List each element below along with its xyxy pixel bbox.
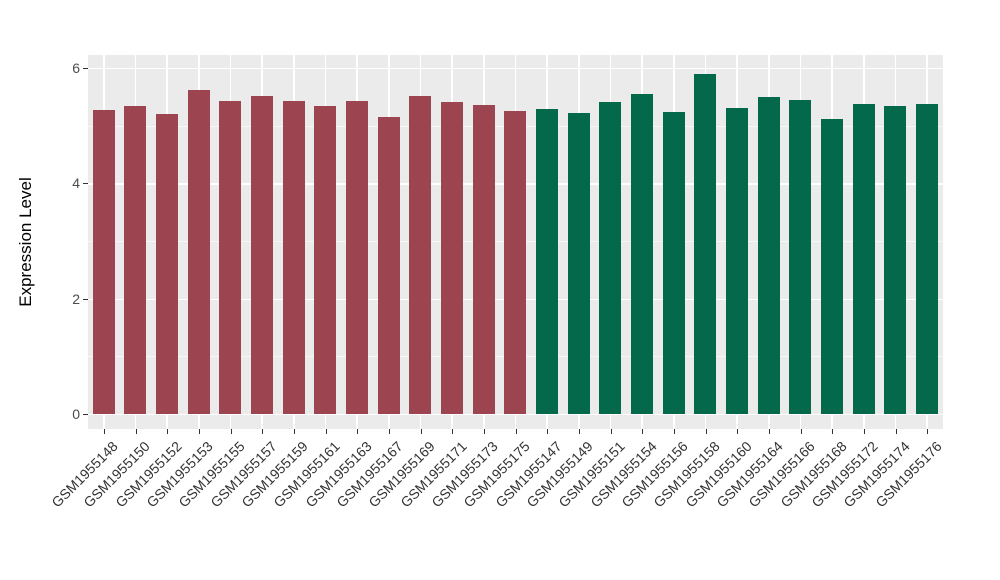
bar-slot [880,55,912,429]
x-tick [325,429,327,434]
x-tick [135,429,137,434]
bar-GSM1955164 [757,96,780,414]
bar-slot [436,55,468,429]
x-tick [705,429,707,434]
bar-GSM1955169 [409,95,432,414]
y-tick [83,183,88,185]
y-tick [83,67,88,69]
bar-GSM1955167 [377,116,400,414]
x-tick [103,429,106,434]
x-tick [610,429,612,434]
bar-slot [690,55,722,429]
x-tick [927,429,929,434]
y-tick-label: 6 [72,59,80,76]
y-tick-label: 4 [72,175,80,192]
x-tick [452,429,454,434]
bar-GSM1955159 [282,100,305,414]
bar-slot [658,55,690,429]
y-tick-label: 2 [72,290,80,307]
bar-slot [246,55,278,429]
bar-GSM1955166 [789,100,812,414]
bar-slot [911,55,943,429]
bar-slot [500,55,532,429]
bar-GSM1955154 [631,93,654,414]
bar-slot [341,55,373,429]
bar-GSM1955153 [187,89,210,414]
bar-slot [753,55,785,429]
x-tick [515,429,517,434]
y-tick [83,414,88,416]
bar-GSM1955160 [726,108,749,414]
bar-slot [468,55,500,429]
x-tick [863,429,866,434]
x-tick [578,429,581,434]
bar-slot [151,55,183,429]
bar-slot [88,55,120,429]
bar-GSM1955147 [536,108,559,414]
bar-slot [531,55,563,429]
x-tick [420,429,422,434]
x-tick [737,429,739,434]
bar-slot [563,55,595,429]
bar-GSM1955152 [156,113,179,414]
bar-GSM1955155 [219,100,242,414]
x-tick [293,429,296,434]
bar-slot [626,55,658,429]
bar-GSM1955174 [884,105,907,414]
y-tick-label: 0 [72,406,80,422]
x-tick [547,429,549,434]
x-tick [768,429,771,434]
bar-slot [405,55,437,429]
bar-GSM1955158 [694,74,717,414]
x-tick [642,429,644,434]
y-tick [83,298,88,300]
x-tick [230,429,232,434]
x-tick [167,429,169,434]
x-tick [357,429,359,434]
bar-GSM1955163 [346,100,369,414]
bar-GSM1955156 [662,111,685,414]
x-tick [895,429,897,434]
x-tick [673,429,676,434]
x-tick [262,429,264,434]
bar-GSM1955157 [251,95,274,414]
bar-GSM1955175 [504,110,527,414]
bar-slot [215,55,247,429]
bar-slot [848,55,880,429]
bar-slot [183,55,215,429]
bar-GSM1955168 [821,118,844,414]
x-tick [198,429,201,434]
x-tick [483,429,486,434]
bar-slot [785,55,817,429]
bar-GSM1955149 [567,113,590,414]
bar-GSM1955172 [852,103,875,414]
bar-GSM1955151 [599,102,622,414]
x-tick [832,429,834,434]
bar-GSM1955148 [92,109,115,414]
bar-slot [120,55,152,429]
y-axis-title: Expression Level [16,177,35,307]
bar-slot [816,55,848,429]
bar-GSM1955171 [441,101,464,414]
bar-slot [595,55,627,429]
plot-panel [88,55,943,429]
bar-GSM1955150 [124,106,147,414]
x-tick [388,429,391,434]
bar-slot [310,55,342,429]
bar-slot [721,55,753,429]
bar-GSM1955161 [314,106,337,414]
bar-GSM1955176 [916,103,939,414]
bar-slot [373,55,405,429]
bar-slot [278,55,310,429]
x-tick [800,429,802,434]
bar-GSM1955173 [472,104,495,414]
